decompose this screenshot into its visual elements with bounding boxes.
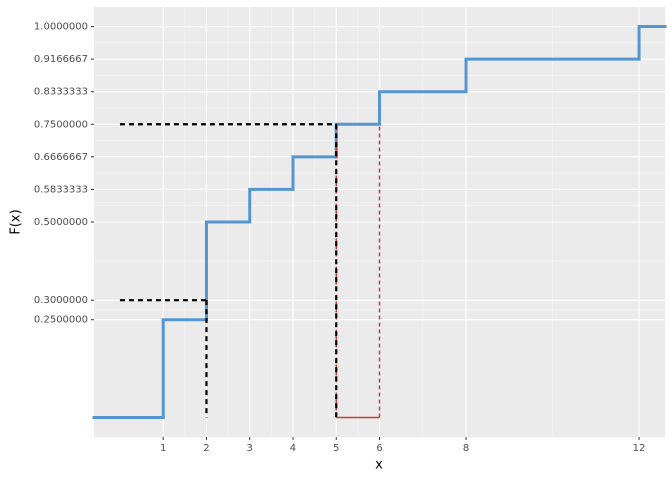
x-axis-title: x	[375, 458, 383, 473]
y-tick-label: 0.5000000	[34, 217, 88, 228]
y-tick-label: 0.8333333	[34, 87, 88, 98]
x-tick-label: 1	[160, 443, 166, 454]
y-tick-label: 0.7500000	[34, 119, 88, 130]
y-tick-label: 0.2500000	[34, 315, 88, 326]
y-tick-label: 0.9166667	[34, 54, 88, 65]
x-tick-label: 2	[203, 443, 209, 454]
x-tick-label: 5	[333, 443, 339, 454]
y-tick-label: 0.6666667	[34, 152, 88, 163]
x-tick-label: 8	[463, 443, 469, 454]
y-axis-title: F(x)	[9, 209, 24, 234]
x-tick-label: 6	[376, 443, 382, 454]
x-tick-label: 12	[633, 443, 646, 454]
y-tick-label: 0.3000000	[34, 295, 88, 306]
y-tick-label: 1.0000000	[34, 22, 88, 33]
y-tick-label: 0.5833333	[34, 184, 88, 195]
x-tick-label: 3	[247, 443, 253, 454]
x-tick-label: 4	[290, 443, 296, 454]
